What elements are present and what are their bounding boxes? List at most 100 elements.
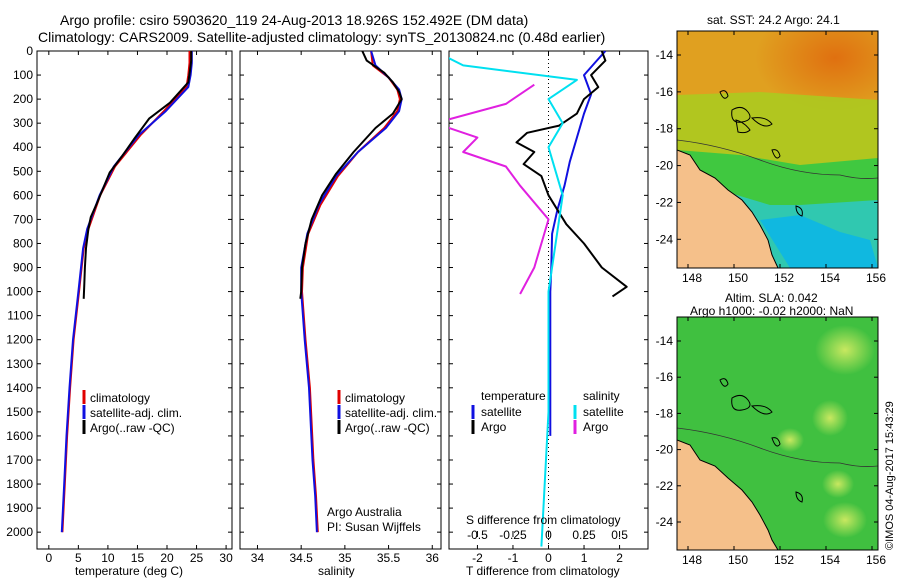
x-tick-label: 35 xyxy=(338,551,352,565)
x-tick-label: 2 xyxy=(616,551,623,565)
map-lon-label: 150 xyxy=(728,271,748,285)
sla-map-title-1: Altim. SLA: 0.042 xyxy=(725,291,818,305)
map-lat-label: -18 xyxy=(656,122,674,136)
x-tick-label: 34.5 xyxy=(289,551,313,565)
x-tick-label: 35.5 xyxy=(377,551,401,565)
map-lon-label: 152 xyxy=(774,271,794,285)
y-tick-label: 1000 xyxy=(6,285,33,299)
sst-shelf-contour xyxy=(677,139,878,179)
map-lon-label: 148 xyxy=(682,553,702,567)
map-lat-label: -14 xyxy=(656,334,674,348)
sst-hot-region xyxy=(755,31,878,113)
sst-reef-outline xyxy=(719,90,803,217)
sla-high-blob xyxy=(812,400,848,436)
series-line-climatology xyxy=(61,51,191,533)
series-line-climatology xyxy=(301,51,401,533)
series-line-satellite xyxy=(60,51,193,533)
series-line-s-satellite xyxy=(449,57,578,547)
legend-salinity-heading: salinity xyxy=(583,389,620,403)
map-lat-label: -24 xyxy=(656,232,674,246)
sst-land xyxy=(677,150,778,268)
map-lat-label: -22 xyxy=(656,195,674,209)
sst-map-title: sat. SST: 24.2 Argo: 24.1 xyxy=(707,13,840,27)
x-tick-label: 0 xyxy=(45,551,52,565)
y-tick-label: 200 xyxy=(13,92,33,106)
s-diff-tick-label: 0.5 xyxy=(611,528,628,542)
map-lat-label: -22 xyxy=(656,479,674,493)
y-tick-label: 700 xyxy=(13,212,33,226)
series-line-argo xyxy=(299,51,403,299)
y-tick-label: 1800 xyxy=(6,477,33,491)
s-diff-tick-label: 0 xyxy=(545,528,552,542)
map-lat-label: -16 xyxy=(656,370,674,384)
legend-s-satellite-label: satellite xyxy=(583,405,624,419)
map-lat-label: -24 xyxy=(656,515,674,529)
series-line-t-argo xyxy=(515,51,628,298)
legend-t-satellite-label: satellite xyxy=(481,405,522,419)
sla-land xyxy=(677,440,778,550)
salinity-axis-label: salinity xyxy=(318,564,355,578)
legend-climatology-label: climatology xyxy=(90,391,150,405)
legend-argo-label: Argo(..raw -QC) xyxy=(345,421,430,435)
y-tick-label: 900 xyxy=(13,261,33,275)
timestamp-stamp: ©IMOS 04-Aug-2017 15:43:29 xyxy=(884,401,896,550)
y-tick-label: 2000 xyxy=(6,525,33,539)
series-line-satellite xyxy=(300,51,403,533)
sla-high-blob xyxy=(822,470,854,498)
temperature-axis-label: temperature (deg C) xyxy=(75,564,183,578)
legend-argo-label: Argo(..raw -QC) xyxy=(90,421,175,435)
y-tick-label: 0 xyxy=(26,44,33,58)
sla-coastline xyxy=(677,439,779,550)
map-lon-label: 156 xyxy=(866,271,886,285)
map-lon-label: 154 xyxy=(820,271,840,285)
legend-t-argo-label: Argo xyxy=(481,420,507,434)
difference-legend: temperature salinity satellite Argo sate… xyxy=(471,389,624,434)
y-tick-label: 1400 xyxy=(6,381,33,395)
credit-line-2: PI: Susan Wijffels xyxy=(327,520,421,534)
sla-high-blob xyxy=(776,428,804,452)
salinity-legend: climatology satellite-adj. clim. Argo(..… xyxy=(337,390,437,435)
y-tick-label: 100 xyxy=(13,68,33,82)
sst-blue-patch xyxy=(760,215,878,268)
legend-s-argo-label: Argo xyxy=(583,420,609,434)
y-tick-label: 400 xyxy=(13,140,33,154)
temperature-plot-frame xyxy=(36,50,233,550)
sla-high-blob xyxy=(815,325,875,375)
legend-satellite-label: satellite-adj. clim. xyxy=(90,406,182,420)
y-tick-label: 1900 xyxy=(6,501,33,515)
title-line-1: Argo profile: csiro 5903620_119 24-Aug-2… xyxy=(60,12,528,28)
temperature-legend: climatology satellite-adj. clim. Argo(..… xyxy=(82,390,182,435)
y-tick-label: 1200 xyxy=(6,333,33,347)
y-tick-label: 500 xyxy=(13,164,33,178)
s-diff-tick-label: 0.25 xyxy=(572,528,596,542)
credit-line-1: Argo Australia xyxy=(327,505,402,519)
sla-reef-outline xyxy=(719,378,803,503)
map-lon-label: 154 xyxy=(820,553,840,567)
map-lon-label: 156 xyxy=(866,553,886,567)
y-tick-label: 1600 xyxy=(6,429,33,443)
y-tick-label: 300 xyxy=(13,116,33,130)
sst-coastline xyxy=(677,149,779,268)
series-line-t-satellite xyxy=(549,51,607,436)
x-tick-label: 0 xyxy=(545,551,552,565)
legend-temperature-heading: temperature xyxy=(481,389,546,403)
map-lat-label: -20 xyxy=(656,443,674,457)
legend-satellite-label: satellite-adj. clim. xyxy=(345,406,437,420)
series-line-argo xyxy=(82,51,193,299)
sla-map xyxy=(677,317,878,550)
s-diff-tick-label: -0.25 xyxy=(499,528,527,542)
sla-map-frame xyxy=(676,316,879,551)
legend-climatology-label: climatology xyxy=(345,391,405,405)
map-lon-label: 150 xyxy=(728,553,748,567)
x-tick-label: 34 xyxy=(251,551,265,565)
s-diff-tick-label: -0.5 xyxy=(467,528,488,542)
x-tick-label: 15 xyxy=(131,551,145,565)
x-tick-label: 36 xyxy=(426,551,440,565)
series-line-s-argo xyxy=(449,83,550,295)
x-tick-label: -1 xyxy=(508,551,519,565)
map-lon-label: 152 xyxy=(774,553,794,567)
map-lat-label: -14 xyxy=(656,48,674,62)
s-diff-axis-label: S difference from climatology xyxy=(466,513,621,527)
x-tick-label: 20 xyxy=(160,551,174,565)
